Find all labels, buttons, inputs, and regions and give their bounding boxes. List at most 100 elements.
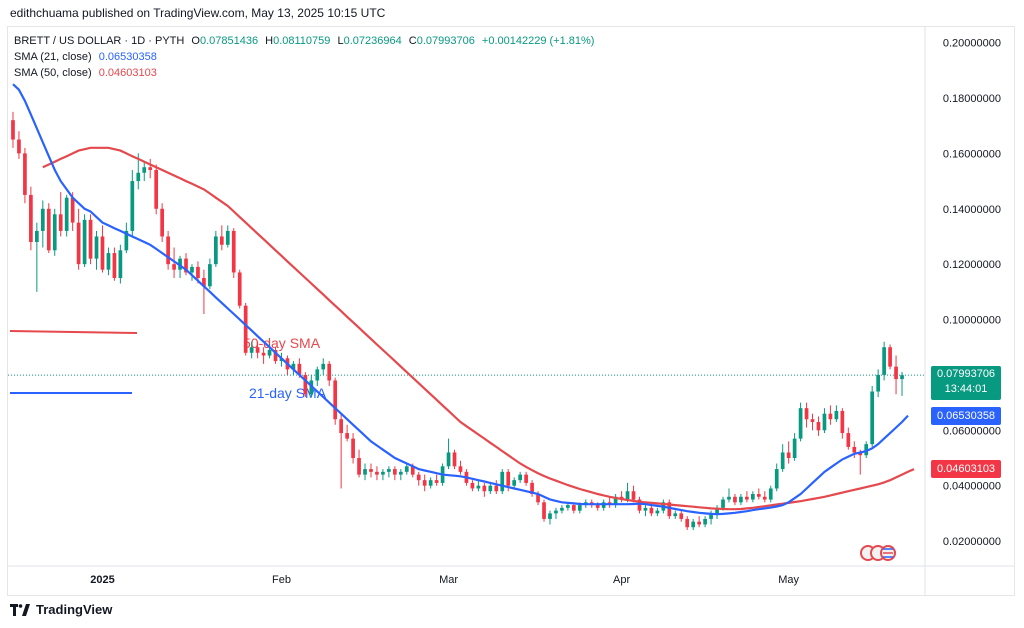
candle — [428, 477, 433, 489]
y-tick-label: 0.10000000 — [943, 315, 1001, 327]
candle — [303, 372, 308, 398]
candle — [488, 482, 493, 494]
candle — [756, 488, 761, 500]
candle — [172, 247, 176, 278]
candle — [273, 347, 278, 364]
candle — [554, 507, 558, 519]
y-tick-label: 0.20000000 — [943, 38, 1001, 50]
candle — [900, 371, 904, 396]
symbol-label: BRETT / US DOLLAR · 1D · PYTH — [14, 35, 185, 47]
candle — [882, 341, 886, 381]
candle — [76, 208, 81, 270]
events-icon[interactable] — [860, 545, 896, 561]
candle — [524, 471, 528, 486]
chart-legend: BRETT / US DOLLAR · 1D · PYTH O0.0785143… — [14, 33, 594, 81]
candle — [249, 341, 254, 359]
x-tick-label: May — [778, 574, 799, 586]
candle — [148, 158, 153, 179]
candle — [58, 192, 63, 237]
candle — [834, 405, 839, 422]
candle — [255, 341, 260, 359]
y-tick-label: 0.12000000 — [943, 259, 1001, 271]
candle — [667, 499, 672, 519]
candle — [828, 405, 833, 425]
candle — [870, 386, 875, 447]
candle — [237, 269, 242, 309]
sma50-line — [42, 146, 915, 511]
candle — [381, 469, 385, 481]
sma21-price-label: 0.06530358 — [931, 406, 1001, 425]
candle — [106, 247, 111, 276]
y-tick-label: 0.02000000 — [943, 536, 1001, 548]
candle — [858, 449, 863, 475]
candle — [512, 477, 517, 489]
x-tick-label: 2025 — [90, 574, 114, 586]
candle — [190, 264, 194, 281]
candle — [458, 460, 463, 475]
candle — [124, 222, 129, 254]
sma21-legend-row: SMA (21, close) 0.06530358 — [14, 49, 594, 65]
candle — [94, 230, 99, 270]
candle — [673, 510, 678, 519]
candle — [40, 200, 45, 248]
ohlc-high: H0.08110759 — [265, 35, 331, 47]
candle — [810, 413, 815, 431]
candle — [46, 203, 51, 254]
candle — [780, 444, 785, 472]
annotation-50-day-sma: 50-day SMA — [243, 335, 321, 351]
y-tick-label: 0.06000000 — [943, 425, 1001, 437]
candle — [404, 463, 409, 475]
candle — [703, 516, 707, 528]
candle — [649, 505, 654, 517]
candle — [727, 488, 731, 503]
last-price-value: 0.07993706 — [936, 368, 996, 381]
candle — [607, 496, 612, 508]
candle — [446, 438, 451, 470]
candle — [23, 147, 27, 204]
candle — [422, 474, 427, 492]
symbol-row: BRETT / US DOLLAR · 1D · PYTH O0.0785143… — [14, 33, 594, 49]
candle — [619, 491, 624, 503]
candle — [225, 225, 230, 248]
candle — [542, 499, 546, 522]
candle — [846, 427, 851, 450]
candle — [17, 131, 21, 159]
tradingview-brand: TradingView — [36, 602, 113, 617]
candle — [888, 344, 892, 370]
y-tick-label: 0.18000000 — [943, 93, 1001, 105]
candle — [112, 247, 117, 281]
ohlc-open: O0.07851436 — [191, 35, 259, 47]
candle — [387, 466, 391, 478]
candle — [470, 480, 475, 492]
candle — [434, 474, 439, 486]
last-price-label: 0.07993706 13:44:01 — [931, 366, 1001, 401]
tradingview-footer[interactable]: TradingView — [10, 602, 112, 617]
ohlc-low: L0.07236964 — [337, 35, 402, 47]
candle — [751, 491, 755, 503]
candle — [363, 463, 367, 481]
candle — [261, 347, 266, 364]
candle — [142, 161, 147, 182]
candle — [786, 441, 791, 464]
candle-countdown: 13:44:01 — [944, 383, 988, 396]
sma50-legend-line — [9, 330, 138, 334]
sma50-value: 0.04603103 — [98, 67, 157, 79]
candle — [160, 203, 164, 242]
candle — [774, 463, 779, 492]
candle — [792, 433, 797, 461]
candle — [768, 485, 773, 503]
candles — [11, 111, 904, 530]
candle — [118, 244, 123, 284]
sma50-price-label: 0.04603103 — [931, 459, 1001, 478]
candle — [733, 494, 737, 506]
candle — [494, 480, 499, 494]
candle — [816, 416, 821, 436]
ohlc-close: C0.07993706 — [408, 35, 475, 47]
candle — [166, 230, 170, 270]
annotation-21-day-sma: 21-day SMA — [249, 385, 327, 401]
candle — [357, 449, 361, 478]
candle — [339, 413, 343, 489]
candle — [762, 491, 767, 503]
candle — [11, 111, 15, 148]
